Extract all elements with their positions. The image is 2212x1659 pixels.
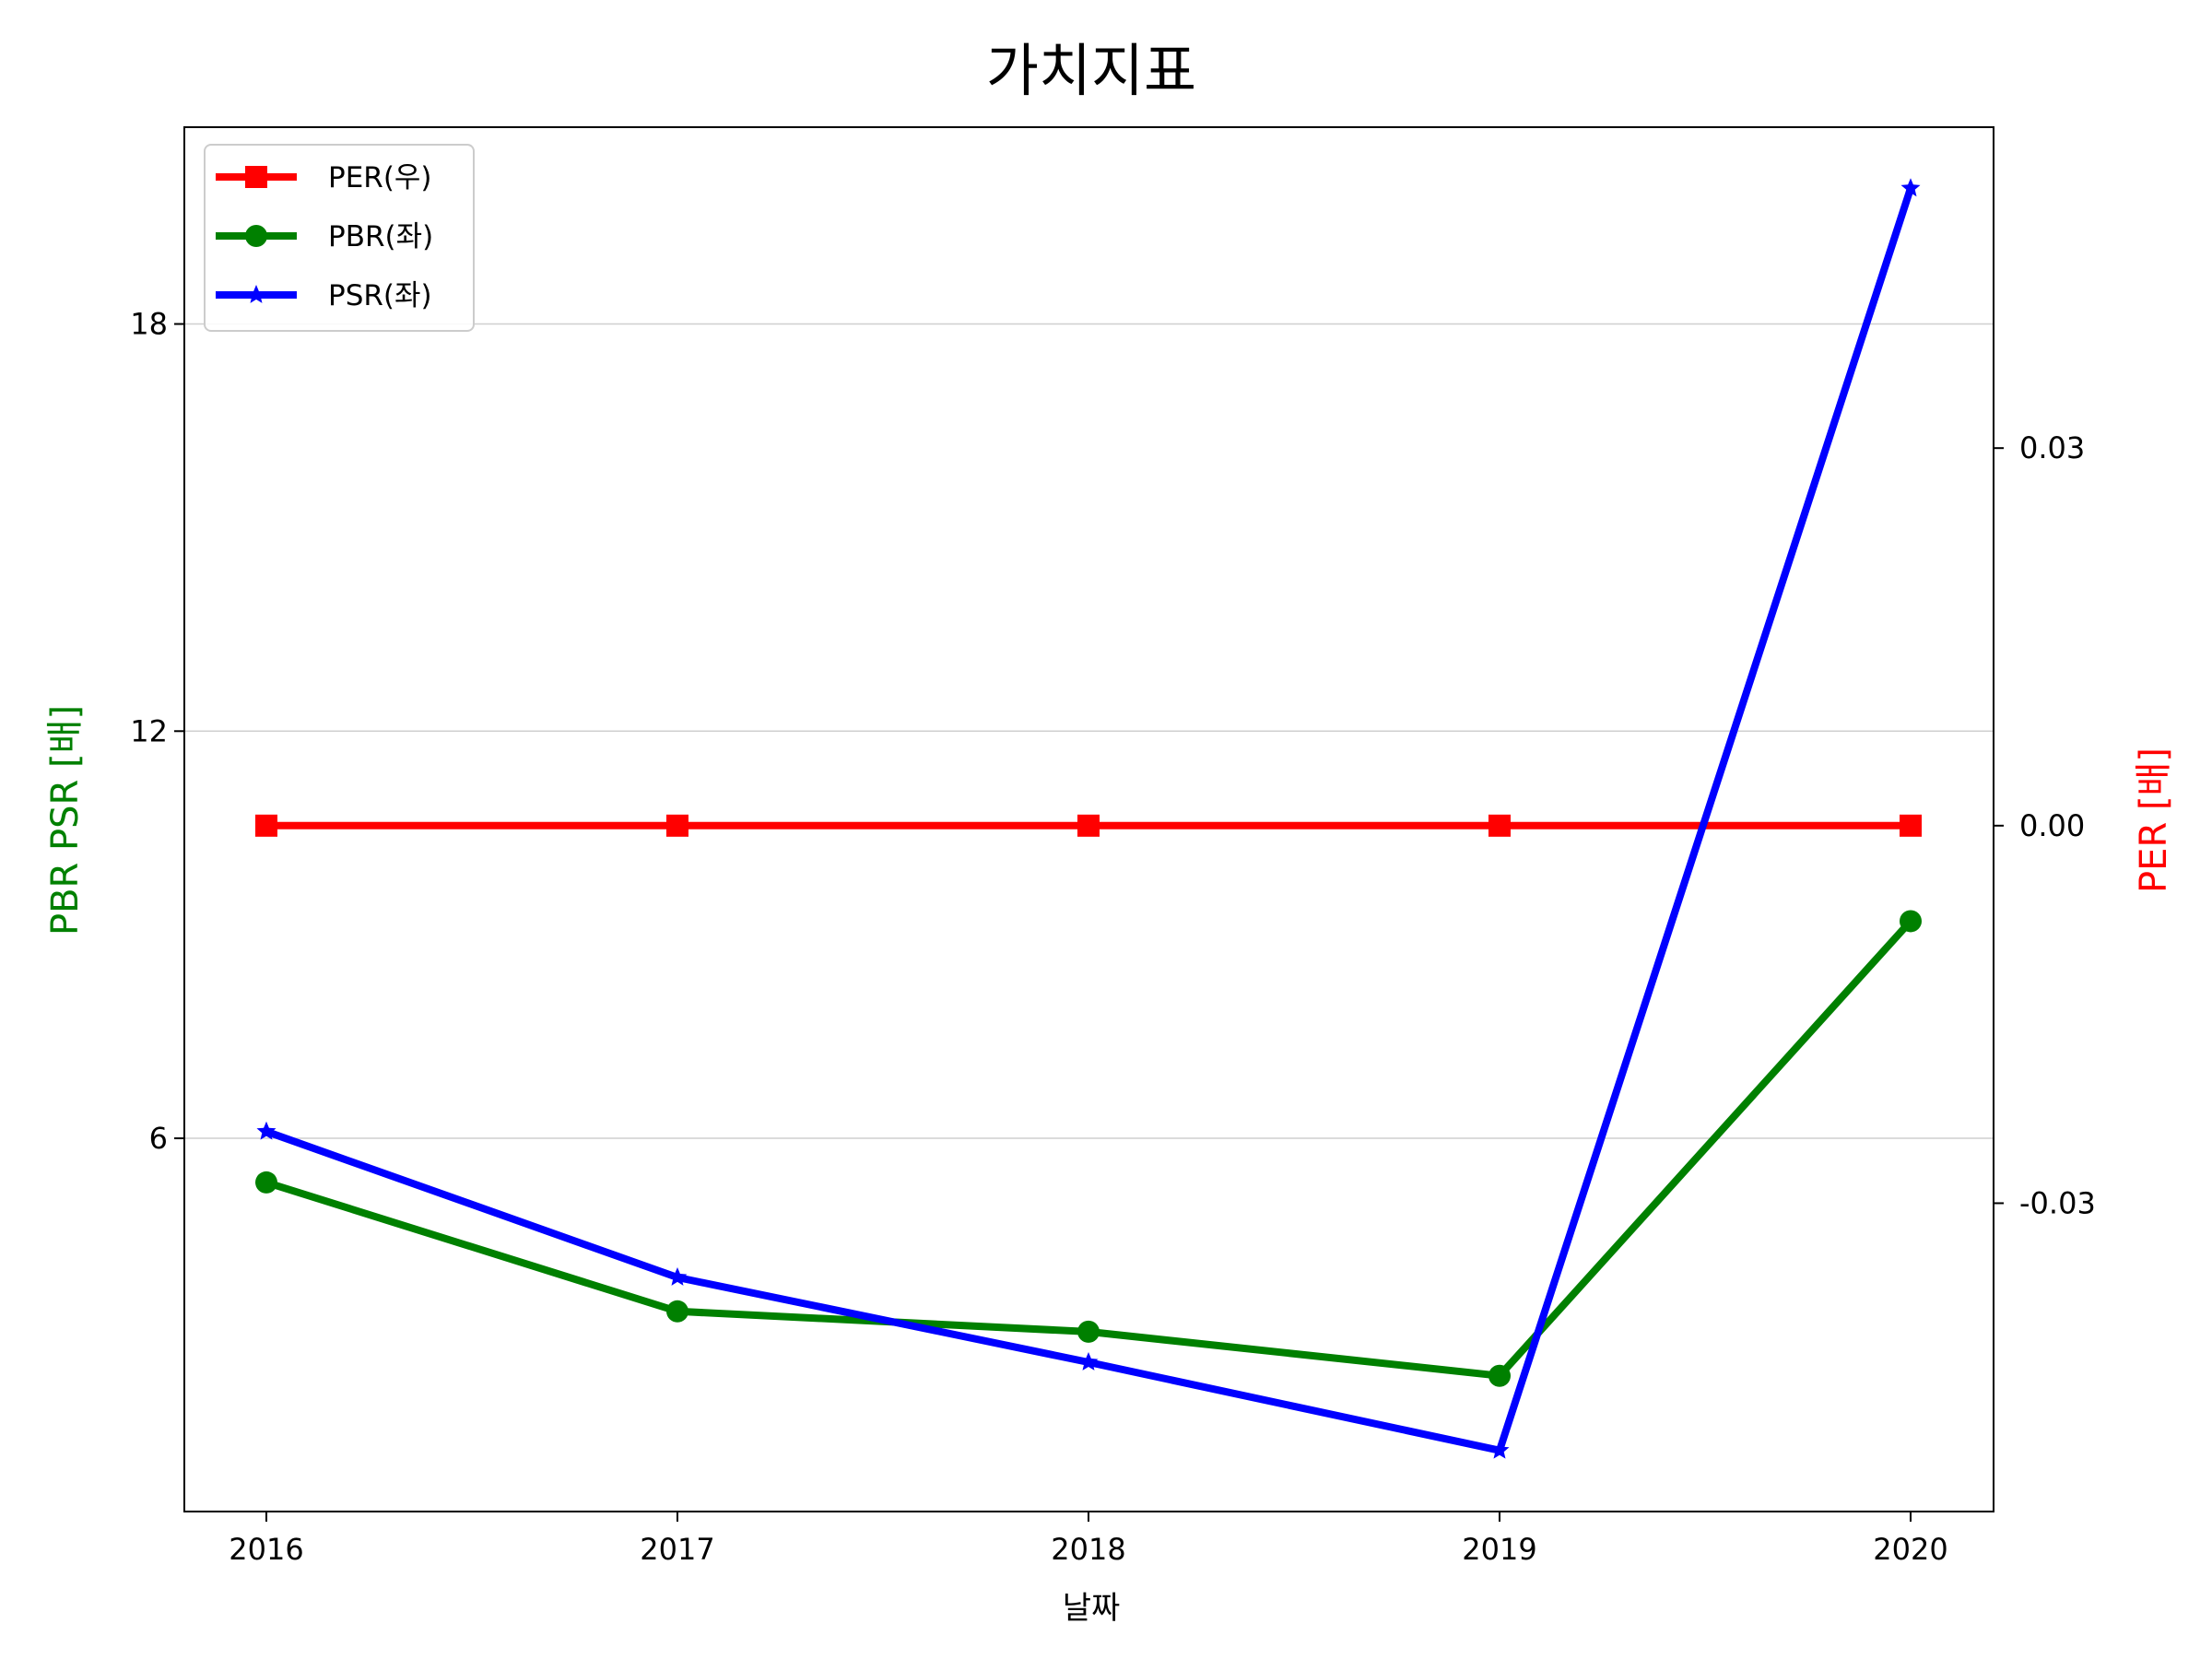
y-axis-right: -0.03 0.00 0.03	[1994, 430, 2096, 1220]
legend-marker-psr	[246, 285, 266, 303]
y-axis-left: 6 12 18	[130, 307, 184, 1156]
x-tick-label: 2019	[1462, 1532, 1536, 1567]
legend-label-per: PER(우)	[328, 161, 432, 194]
data-point-pbr	[255, 1171, 277, 1194]
y-left-tick-label: 6	[149, 1121, 168, 1156]
legend-box	[204, 144, 475, 332]
data-point-per	[666, 814, 688, 837]
data-point-per	[1900, 814, 1922, 837]
legend-items: PER(우) PBR(좌) PSR(좌)	[216, 161, 433, 312]
data-point-pbr	[666, 1300, 688, 1323]
data-point-per	[1488, 814, 1511, 837]
data-point-pbr	[1900, 910, 1922, 933]
data-point-pbr	[1488, 1364, 1511, 1387]
y-left-tick-label: 18	[130, 307, 168, 342]
legend-marker-per	[245, 166, 267, 188]
data-point-psr	[1078, 1352, 1099, 1371]
data-point-per	[1077, 814, 1100, 837]
data-point-psr	[256, 1121, 276, 1140]
y-axis-left-label: PBR PSR [배]	[44, 705, 87, 935]
x-tick-label: 2016	[229, 1532, 303, 1567]
y-right-tick-label: -0.03	[2019, 1185, 2096, 1220]
y-right-tick-label: 0.03	[2019, 430, 2085, 465]
series-layer	[255, 178, 1922, 1459]
legend-label-pbr: PBR(좌)	[328, 220, 433, 253]
x-tick-label: 2017	[640, 1532, 714, 1567]
legend: PER(우) PBR(좌) PSR(좌)	[204, 144, 475, 332]
data-point-psr	[1900, 178, 1921, 197]
legend-marker-pbr	[245, 225, 267, 247]
y-axis-right-label: PER [배]	[2133, 747, 2175, 893]
x-axis: 2016 2017 2018 2019 2020	[229, 1512, 1948, 1567]
legend-label-psr: PSR(좌)	[328, 279, 432, 312]
x-tick-label: 2020	[1873, 1532, 1947, 1567]
chart-title: 가치지표	[986, 37, 1196, 104]
data-point-psr	[667, 1267, 688, 1286]
grid-lines	[184, 323, 1994, 1139]
data-point-psr	[1489, 1440, 1510, 1459]
x-axis-label: 날짜	[1063, 1590, 1121, 1627]
y-right-tick-label: 0.00	[2019, 808, 2085, 843]
x-tick-label: 2018	[1051, 1532, 1125, 1567]
y-left-tick-label: 12	[130, 713, 168, 748]
data-point-pbr	[1077, 1320, 1100, 1343]
series-line-pbr	[265, 918, 1913, 1380]
data-point-per	[255, 814, 277, 837]
